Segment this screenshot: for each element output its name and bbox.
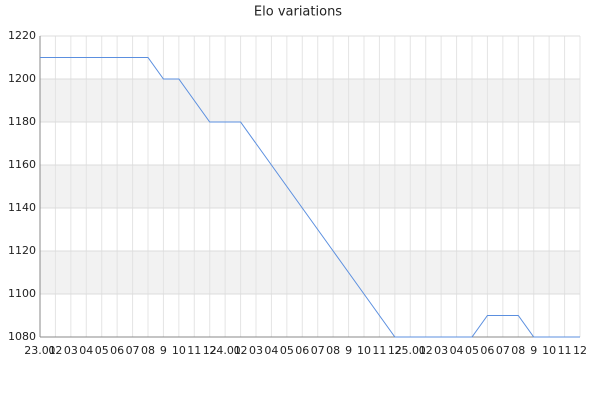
x-tick-label: 03 [434, 344, 448, 357]
x-tick-label: 08 [141, 344, 155, 357]
x-tick-label: 07 [496, 344, 510, 357]
x-tick-label: 11 [372, 344, 386, 357]
y-tick-label: 1180 [8, 115, 36, 128]
x-tick-label: 04 [450, 344, 464, 357]
x-tick-label: 08 [326, 344, 340, 357]
x-tick-label: 03 [64, 344, 78, 357]
x-tick-label: 05 [465, 344, 479, 357]
x-tick-label: 07 [126, 344, 140, 357]
x-tick-label: 25.01 [395, 344, 427, 357]
x-tick-label: 08 [511, 344, 525, 357]
grid-band [40, 79, 580, 122]
x-tick-label: 9 [345, 344, 352, 357]
x-tick-label: 04 [79, 344, 93, 357]
y-tick-label: 1080 [8, 330, 36, 343]
y-tick-label: 1100 [8, 287, 36, 300]
x-tick-label: 11 [558, 344, 572, 357]
x-tick-label: 24.01 [209, 344, 241, 357]
x-tick-label: 9 [530, 344, 537, 357]
x-tick-label: 12 [203, 344, 217, 357]
x-tick-label: 9 [160, 344, 167, 357]
x-tick-label: 05 [95, 344, 109, 357]
x-tick-label: 10 [357, 344, 371, 357]
data-line [40, 57, 580, 338]
x-tick-label: 11 [187, 344, 201, 357]
grid-band [40, 251, 580, 294]
x-tick-label: 06 [295, 344, 309, 357]
x-tick-label: 02 [234, 344, 248, 357]
x-tick-label: 23.01 [24, 344, 56, 357]
x-tick-label: 06 [110, 344, 124, 357]
y-tick-label: 1200 [8, 72, 36, 85]
y-tick-label: 1140 [8, 201, 36, 214]
y-tick-label: 1160 [8, 158, 36, 171]
x-tick-label: 05 [280, 344, 294, 357]
x-tick-label: 02 [419, 344, 433, 357]
x-tick-label: 12 [388, 344, 402, 357]
y-tick-label: 1120 [8, 244, 36, 257]
x-tick-label: 10 [172, 344, 186, 357]
x-tick-label: 02 [48, 344, 62, 357]
x-tick-label: 10 [542, 344, 556, 357]
y-tick-label: 1220 [8, 29, 36, 42]
x-tick-label: 07 [311, 344, 325, 357]
x-tick-label: 12 [573, 344, 587, 357]
x-tick-label: 03 [249, 344, 263, 357]
grid-band [40, 165, 580, 208]
chart-title: Elo variations [254, 5, 342, 20]
x-tick-label: 04 [264, 344, 278, 357]
x-tick-label: 06 [480, 344, 494, 357]
